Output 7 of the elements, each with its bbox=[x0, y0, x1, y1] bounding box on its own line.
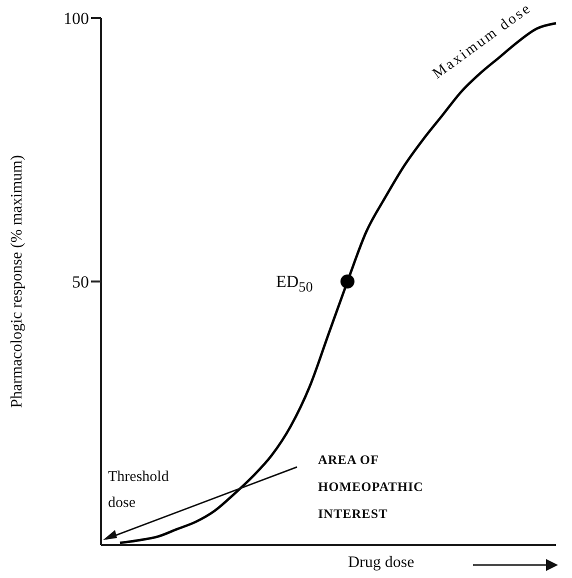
x-axis-title: Drug dose bbox=[348, 554, 414, 572]
y-tick-label: 50 bbox=[72, 272, 89, 292]
y-axis-title: Pharmacologic response (% maximum) bbox=[8, 155, 26, 408]
annotation: ED$_{50}$ bbox=[276, 272, 313, 296]
y-tick-label: 100 bbox=[64, 9, 89, 28]
annotation: AREA OF HOMEOPATHIC INTEREST bbox=[318, 451, 424, 523]
annotation: Threshold dose bbox=[108, 468, 170, 513]
